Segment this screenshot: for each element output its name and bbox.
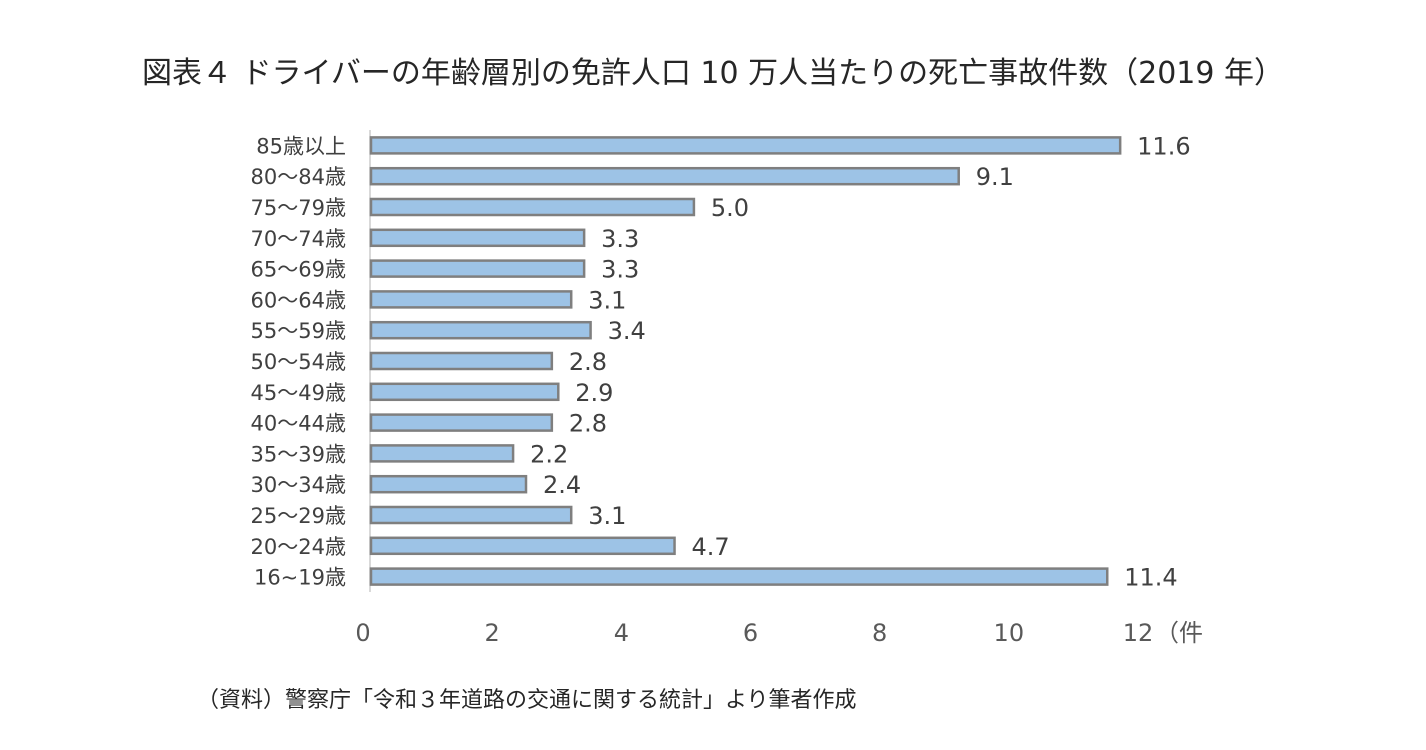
bar	[369, 351, 554, 371]
bar	[369, 320, 592, 340]
category-label: 20～24歳	[251, 535, 346, 559]
bar	[369, 567, 1109, 586]
x-tick-label: 12	[1123, 619, 1154, 647]
data-label: 2.2	[530, 440, 568, 468]
x-tick-label: 10	[994, 619, 1025, 647]
data-label: 4.7	[692, 533, 730, 561]
bar	[369, 259, 586, 278]
data-label: 9.1	[976, 163, 1014, 191]
category-label: 30～34歳	[251, 473, 346, 497]
bar	[369, 505, 573, 525]
data-label: 11.6	[1137, 132, 1190, 160]
bar	[369, 474, 528, 494]
bar	[369, 197, 696, 217]
x-tick-label: 4	[614, 619, 629, 647]
x-tick-label: 0	[355, 619, 370, 647]
data-label: 5.0	[711, 194, 749, 222]
data-label: 11.4	[1124, 564, 1177, 592]
bar	[369, 382, 560, 402]
bar	[369, 413, 554, 432]
bar	[369, 166, 960, 186]
category-label: 60～64歳	[251, 288, 346, 312]
category-label: 25～29歳	[251, 504, 346, 528]
data-label: 2.8	[569, 348, 607, 376]
data-label: 2.4	[543, 471, 581, 499]
bar	[369, 136, 1122, 155]
bar	[369, 290, 573, 309]
data-label: 2.9	[575, 379, 613, 407]
bar	[369, 536, 676, 556]
category-label: 35～39歳	[251, 442, 346, 466]
x-tick-label: 8	[872, 619, 887, 647]
category-label: 16~19歳	[254, 566, 346, 590]
category-label: 40～44歳	[251, 412, 346, 436]
category-label: 45～49歳	[251, 381, 346, 405]
data-label: 3.1	[588, 502, 626, 530]
category-label: 80～84歳	[251, 165, 346, 189]
data-label: 3.3	[601, 225, 639, 253]
x-tick-label: 6	[743, 619, 758, 647]
data-label: 2.8	[569, 410, 607, 438]
bar-chart: 85歳以上 80～84歳 75～79歳 70～74歳 65～69歳 60～64歳 55～59…	[251, 130, 1203, 647]
category-label: 50～54歳	[251, 350, 346, 374]
bar	[369, 228, 586, 248]
x-tick-label: 2	[485, 619, 500, 647]
category-label: 55～59歳	[251, 319, 346, 343]
category-label: 85歳以上	[256, 134, 346, 158]
bar	[369, 444, 515, 463]
category-label: 65～69歳	[251, 258, 346, 282]
x-axis-unit: （件	[1155, 619, 1203, 647]
data-label: 3.3	[601, 256, 639, 284]
chart-title: 図表４ ドライバーの年齢層別の免許人口 10 万人当たりの死亡事故件数（2019…	[141, 56, 1285, 91]
source-note: （資料）警察庁「令和３年道路の交通に関する統計」より筆者作成	[197, 688, 857, 713]
data-label: 3.1	[588, 286, 626, 314]
data-label: 3.4	[608, 317, 646, 345]
category-label: 70～74歳	[251, 227, 346, 251]
category-label: 75～79歳	[251, 196, 346, 220]
